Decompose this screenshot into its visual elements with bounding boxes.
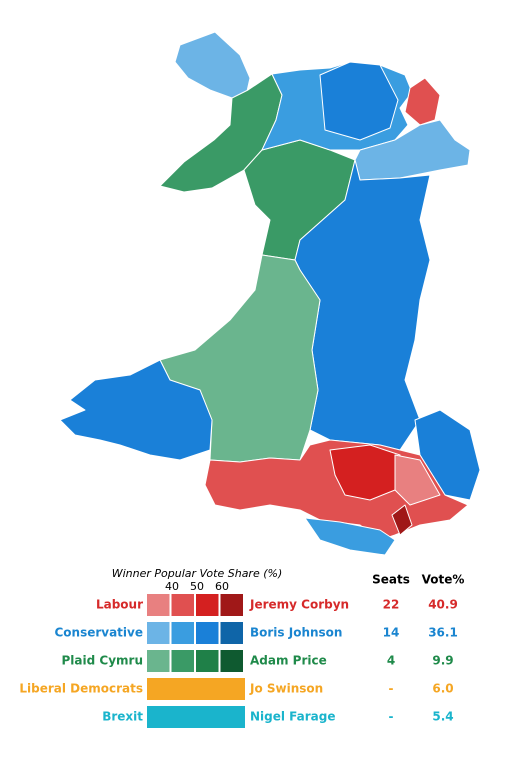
party-name: Conservative <box>54 626 143 640</box>
swatch <box>147 678 245 700</box>
swatch <box>171 622 194 644</box>
seats-header: Seats <box>372 573 410 587</box>
leader-name: Jo Swinson <box>249 682 323 696</box>
vote-header: Vote% <box>422 573 465 587</box>
anglesey <box>174 31 251 101</box>
legend-rows: Labour Jeremy Corbyn 22 40.9 Conservative Bor… <box>19 594 458 728</box>
vote-share: 5.4 <box>432 710 453 724</box>
swatch <box>147 650 170 672</box>
region-pembroke <box>59 359 213 461</box>
party-name: Brexit <box>102 710 143 724</box>
party-name: Plaid Cymru <box>62 654 143 668</box>
vote-share: 9.9 <box>432 654 453 668</box>
seats: - <box>389 682 394 696</box>
map <box>59 31 481 556</box>
leader-name: Boris Johnson <box>250 626 342 640</box>
swatch <box>196 650 219 672</box>
seats: - <box>389 710 394 724</box>
swatch <box>196 622 219 644</box>
swatch <box>147 594 170 616</box>
region-labour-ne <box>404 77 441 126</box>
leader-name: Nigel Farage <box>250 710 336 724</box>
swatch <box>196 594 219 616</box>
seats: 14 <box>383 626 400 640</box>
party-name: Liberal Democrats <box>19 682 143 696</box>
swatch <box>220 594 243 616</box>
region-north-2 <box>319 61 399 141</box>
swatch <box>220 650 243 672</box>
region-northeast <box>354 119 471 181</box>
seats: 4 <box>387 654 395 668</box>
legend-ticks: 40 50 60 <box>165 580 229 593</box>
scale-tick: 50 <box>190 580 204 593</box>
vote-share: 6.0 <box>432 682 453 696</box>
leader-name: Jeremy Corbyn <box>249 598 349 612</box>
leader-name: Adam Price <box>250 654 327 668</box>
vote-share: 36.1 <box>428 626 458 640</box>
region-vale <box>304 517 396 556</box>
legend-title: Winner Popular Vote Share (%) <box>112 567 283 580</box>
swatch <box>147 622 170 644</box>
scale-tick: 60 <box>215 580 229 593</box>
swatch <box>171 650 194 672</box>
vote-share: 40.9 <box>428 598 458 612</box>
swatch <box>171 594 194 616</box>
scale-tick: 40 <box>165 580 179 593</box>
region-cardiff <box>391 504 413 536</box>
region-south-dark <box>329 444 401 501</box>
region-south-light <box>394 454 441 506</box>
swatch <box>220 622 243 644</box>
party-name: Labour <box>96 598 143 612</box>
swatch <box>147 706 245 728</box>
seats: 22 <box>383 598 400 612</box>
